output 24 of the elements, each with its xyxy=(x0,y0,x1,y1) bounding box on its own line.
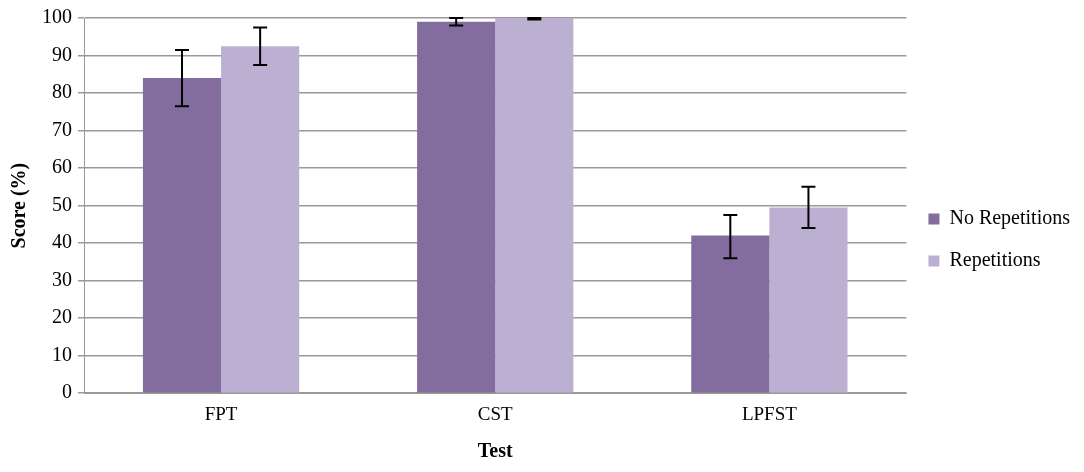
y-tick-label: 30 xyxy=(52,267,72,290)
x-tick-label: CST xyxy=(477,402,514,424)
y-tick-label: 70 xyxy=(52,117,72,140)
x-tick-label: FPT xyxy=(204,402,238,424)
y-tick-label: 90 xyxy=(52,42,72,65)
bar xyxy=(495,18,574,393)
x-axis-title: Test xyxy=(477,439,513,462)
y-tick-label: 50 xyxy=(52,192,72,215)
y-tick-label: 60 xyxy=(52,155,72,178)
y-tick-label: 100 xyxy=(42,5,72,28)
y-axis-title: Score (%) xyxy=(7,162,31,249)
y-tick-label: 80 xyxy=(52,80,72,103)
y-tick-label: 20 xyxy=(52,305,72,328)
bar xyxy=(221,46,300,393)
legend-label: Repetitions xyxy=(949,248,1041,272)
bar xyxy=(691,235,770,393)
y-tick-label: 0 xyxy=(62,380,72,403)
legend-label: No Repetitions xyxy=(949,206,1071,230)
y-tick-label: 10 xyxy=(52,342,72,365)
y-tick-label: 40 xyxy=(52,230,72,253)
bar xyxy=(142,78,222,393)
bar xyxy=(417,21,496,393)
bar xyxy=(769,207,848,393)
x-tick-label: LPFST xyxy=(741,402,798,424)
